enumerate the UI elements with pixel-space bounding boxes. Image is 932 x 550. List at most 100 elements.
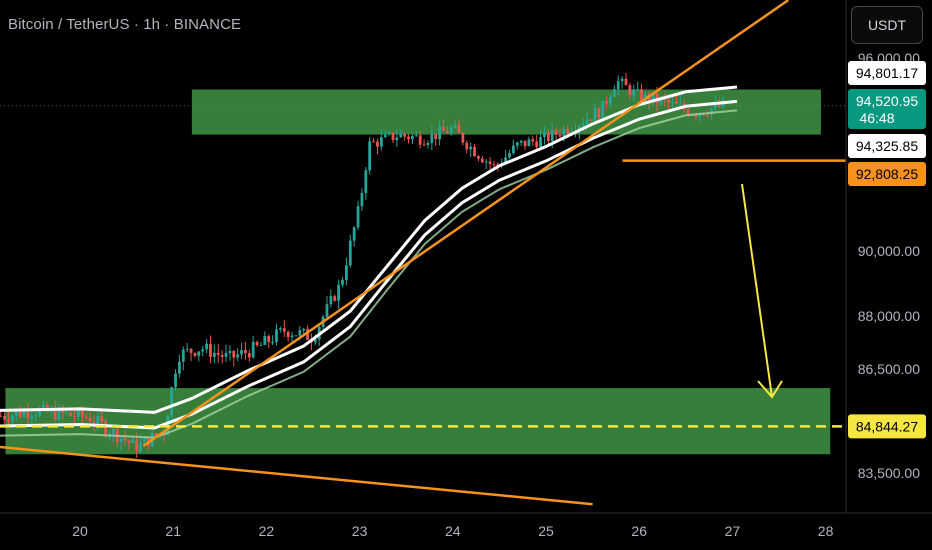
candle-body [418, 135, 422, 145]
candle-body [185, 348, 189, 350]
candle-body [558, 134, 562, 137]
currency-button[interactable]: USDT [851, 6, 923, 44]
x-tick-label: 26 [631, 523, 647, 539]
candle-body [710, 108, 713, 115]
y-tick-label: 88,000.00 [858, 308, 920, 324]
candle-body [399, 134, 403, 138]
symbol-title: Bitcoin / TetherUS · 1h · BINANCE [8, 16, 242, 33]
candle-body [647, 94, 651, 103]
candle-body [675, 101, 678, 104]
candle-body [504, 157, 508, 164]
candle-body [7, 419, 10, 422]
candle-body [368, 141, 372, 171]
candle-body [465, 142, 469, 150]
candle-body [628, 85, 632, 96]
candle-body [306, 328, 309, 340]
candle-body [585, 119, 589, 124]
candle-body [535, 141, 539, 148]
candle-body [678, 103, 682, 105]
candle-body [53, 408, 57, 420]
candle-body [453, 125, 457, 128]
candle-body [698, 113, 702, 117]
candle-body [519, 140, 523, 143]
projection-arrow[interactable] [741, 183, 783, 399]
candle-body [620, 78, 624, 82]
candle-body [313, 339, 317, 343]
candle-body [480, 158, 484, 163]
candle-body [597, 108, 601, 118]
candle-body [651, 93, 655, 103]
candle-body [554, 130, 558, 135]
candle-body [282, 328, 286, 332]
candle-body [267, 336, 271, 343]
candle-body [531, 139, 535, 142]
candle-body [364, 170, 368, 193]
candle-body [212, 352, 216, 357]
candle-body [543, 132, 546, 137]
candle-body [18, 411, 22, 417]
candle-body [445, 131, 449, 134]
candle-body [73, 415, 76, 417]
y-tick-label: 90,000.00 [858, 243, 920, 259]
lower-demand-zone[interactable] [5, 388, 831, 455]
candle-body [57, 408, 61, 420]
candle-body [616, 81, 620, 90]
candle-body [430, 133, 434, 143]
candle-body [205, 343, 208, 350]
svg-text:46:48: 46:48 [859, 110, 894, 126]
candle-body [104, 421, 108, 435]
candle-body [127, 440, 131, 443]
moving-average-lower [0, 99, 738, 430]
candle-body [232, 350, 236, 358]
candle-body [26, 411, 30, 419]
candle-body [42, 404, 45, 409]
candle-body [154, 433, 158, 436]
candle-body [449, 127, 453, 134]
candle-body [473, 146, 476, 157]
candle-body [298, 330, 302, 336]
candle-body [659, 98, 663, 104]
candle-body [562, 128, 566, 137]
x-tick-label: 23 [352, 523, 368, 539]
candle-body [376, 141, 379, 147]
candle-body [220, 354, 224, 358]
candle-body [360, 192, 364, 207]
candle-body [135, 439, 139, 452]
candle-body [201, 349, 205, 352]
candle-body [263, 336, 267, 345]
candle-body [275, 329, 278, 342]
candle-body [601, 101, 605, 118]
candle-body [228, 350, 232, 353]
candle-body [3, 415, 7, 420]
x-tick-label: 20 [72, 523, 88, 539]
candle-body [515, 142, 519, 146]
svg-text:94,801.17: 94,801.17 [856, 65, 918, 81]
candle-body [92, 421, 96, 424]
candle-body [119, 438, 123, 443]
candle-body [80, 409, 84, 417]
candle-body [333, 296, 337, 301]
candle-body [457, 125, 461, 133]
candle-body [344, 265, 348, 281]
candle-body [290, 335, 294, 338]
candle-body [131, 439, 135, 443]
candle-body [632, 89, 636, 96]
descending-trendline[interactable] [0, 445, 593, 506]
candle-body [294, 335, 298, 337]
candle-body [694, 115, 698, 117]
candle-body [329, 296, 333, 305]
candle-body [577, 125, 581, 132]
x-tick-label: 25 [538, 523, 554, 539]
ascending-trendline[interactable] [142, 0, 790, 447]
candle-body [422, 144, 426, 146]
candle-body [609, 96, 612, 104]
candle-body [477, 156, 480, 159]
candle-body [640, 89, 643, 102]
candle-body [286, 331, 290, 338]
candle-body [0, 415, 3, 417]
candle-body [271, 341, 275, 343]
candle-body [488, 161, 492, 165]
candle-body [77, 409, 80, 417]
candle-body [391, 132, 395, 141]
